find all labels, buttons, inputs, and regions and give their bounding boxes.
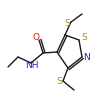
Text: S: S [81, 34, 87, 43]
Text: S: S [64, 18, 70, 27]
Text: S: S [56, 76, 62, 86]
Text: O: O [33, 34, 39, 43]
Text: N: N [84, 53, 90, 62]
Text: NH: NH [25, 60, 39, 69]
